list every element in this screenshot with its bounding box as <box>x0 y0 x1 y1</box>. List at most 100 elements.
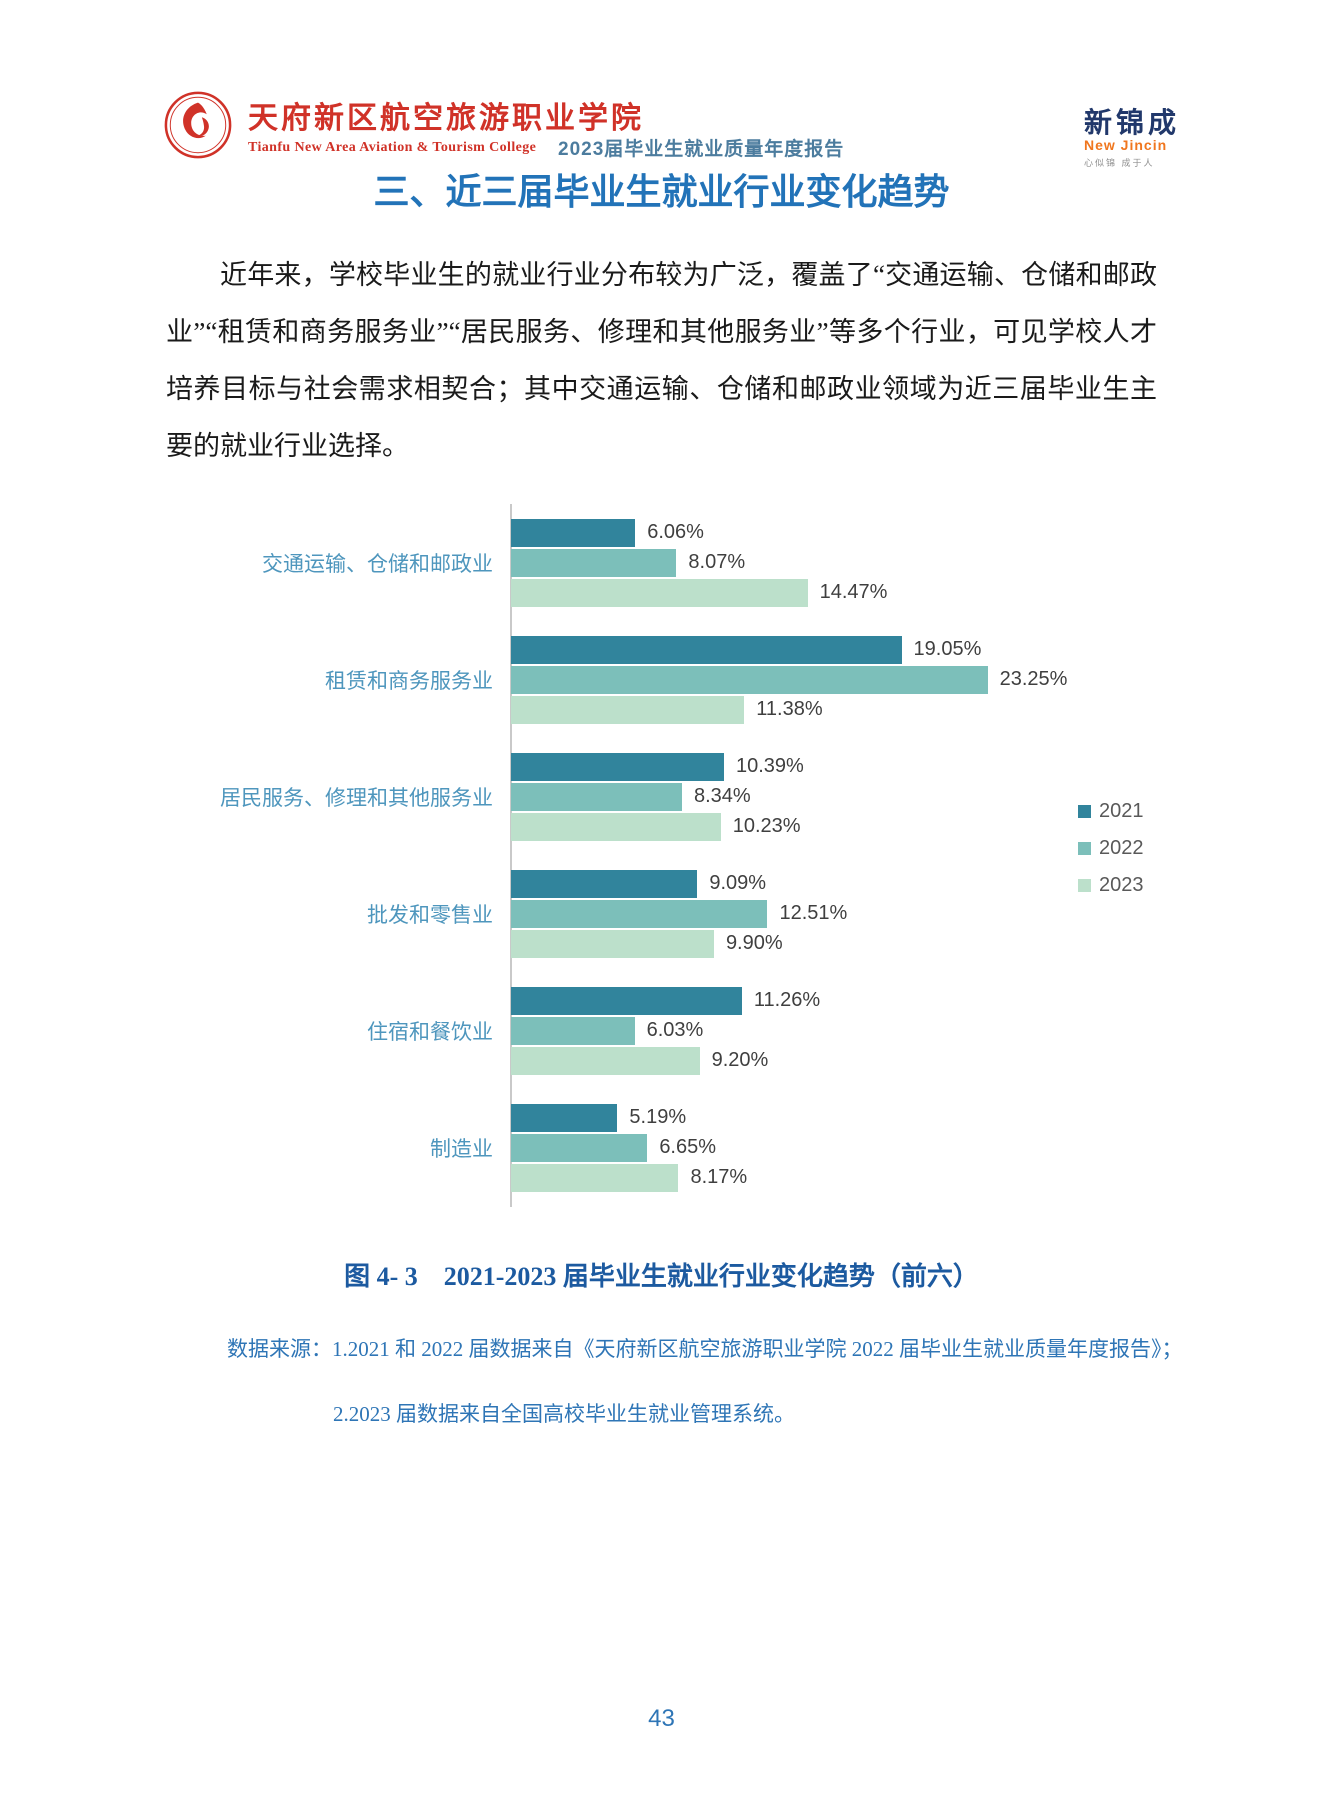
chart-category-group: 居民服务、修理和其他服务业 10.39% 8.34% 10.23% <box>0 738 1323 855</box>
chart-category-label: 制造业 <box>430 1136 493 1161</box>
chart-bar-2022 <box>511 1016 635 1045</box>
figure-caption: 图 4- 3 2021-2023 届毕业生就业行业变化趋势（前六） <box>344 1262 979 1291</box>
chart-bar-2022 <box>511 899 768 928</box>
brand-name-zh: 新锦成 <box>1084 107 1181 138</box>
chart-bar-2021 <box>511 752 724 781</box>
chart-bar-row: 8.07% <box>511 548 887 577</box>
chart-category-label: 租赁和商务服务业 <box>325 668 493 693</box>
page-number: 43 <box>648 1705 675 1732</box>
legend-item-2021: 2021 <box>1078 799 1144 822</box>
legend-label: 2023 <box>1099 873 1144 896</box>
legend-label: 2022 <box>1099 836 1144 859</box>
chart-bar-stack: 5.19% 6.65% 8.17% <box>511 1103 748 1192</box>
chart-bar-value: 23.25% <box>999 668 1068 690</box>
chart-bar-2023 <box>511 695 745 724</box>
chart-bar-value: 11.38% <box>756 698 823 720</box>
chart-bar-2023 <box>511 1163 679 1192</box>
section-paragraph: 近年来，学校毕业生的就业行业分布较为广泛，覆盖了“交通运输、仓储和邮政业”“租赁… <box>166 260 1157 461</box>
chart-bar-value: 6.65% <box>659 1136 717 1158</box>
brand-slogan: 心似锦 成于人 <box>1084 158 1155 168</box>
school-name-en: Tianfu New Area Aviation & Tourism Colle… <box>248 140 537 155</box>
chart-bar-row: 9.09% <box>511 869 847 898</box>
section-heading: 三、近三届毕业生就业行业变化趋势 <box>373 172 950 212</box>
chart-bar-value: 8.34% <box>693 785 751 807</box>
chart-bar-row: 6.65% <box>511 1133 747 1162</box>
chart-bar-row: 8.34% <box>511 782 804 811</box>
brand-logo-block: 新锦成 New Jincin 心似锦 成于人 <box>1084 108 1180 169</box>
chart-legend: 2021 2022 2023 <box>1078 799 1144 913</box>
chart-bar-row: 9.90% <box>511 929 847 958</box>
bar-chart: 交通运输、仓储和邮政业 6.06% 8.07% 14.47% 租赁和商务服务业 19.05… <box>0 504 1323 1206</box>
school-name-zh: 天府新区航空旅游职业学院 <box>248 102 644 135</box>
chart-bar-2022 <box>511 782 682 811</box>
chart-bar-row: 9.20% <box>511 1046 820 1075</box>
chart-bar-value: 6.03% <box>646 1019 704 1041</box>
school-name-block: 天府新区航空旅游职业学院 Tianfu New Area Aviation & … <box>248 102 644 156</box>
chart-bar-value: 8.07% <box>688 551 746 573</box>
chart-bar-2022 <box>511 1133 648 1162</box>
chart-bar-value: 9.20% <box>711 1049 769 1071</box>
chart-bar-row: 6.03% <box>511 1016 820 1045</box>
chart-bar-row: 6.06% <box>511 518 887 547</box>
legend-swatch-icon <box>1078 804 1091 818</box>
chart-bar-stack: 11.26% 6.03% 9.20% <box>511 986 821 1075</box>
chart-bar-row: 11.38% <box>511 695 1067 724</box>
chart-bar-row: 23.25% <box>511 665 1068 694</box>
brand-name-en: New Jincin <box>1084 137 1168 153</box>
chart-category-label: 住宿和餐饮业 <box>367 1019 493 1044</box>
chart-bar-value: 11.26% <box>753 989 821 1011</box>
chart-category-group: 租赁和商务服务业 19.05% 23.25% 11.38% <box>0 621 1323 738</box>
school-logo-icon <box>164 91 232 159</box>
chart-bar-row: 14.47% <box>511 578 888 607</box>
report-header-title: 2023届毕业生就业质量年度报告 <box>558 139 845 160</box>
chart-bar-value: 6.06% <box>647 521 704 543</box>
chart-bar-2021 <box>511 1103 618 1132</box>
chart-bar-stack: 19.05% 23.25% 11.38% <box>511 635 1068 724</box>
chart-bar-2022 <box>511 665 988 694</box>
chart-y-axis-line <box>510 504 512 1207</box>
chart-category-label: 居民服务、修理和其他服务业 <box>220 785 493 810</box>
chart-category-group: 住宿和餐饮业 11.26% 6.03% 9.20% <box>0 972 1323 1089</box>
chart-bar-row: 12.51% <box>511 899 848 928</box>
chart-bar-row: 10.39% <box>511 752 804 781</box>
chart-bar-value: 9.90% <box>725 932 783 954</box>
chart-bar-2023 <box>511 929 714 958</box>
chart-bar-value: 10.39% <box>735 755 804 777</box>
chart-bar-stack: 10.39% 8.34% 10.23% <box>511 752 804 841</box>
data-source-line-2: 2.2023 届数据来自全国高校毕业生就业管理系统。 <box>333 1402 795 1426</box>
chart-bar-2021 <box>511 986 742 1015</box>
chart-bar-value: 19.05% <box>913 638 982 660</box>
legend-swatch-icon <box>1078 878 1091 892</box>
legend-item-2023: 2023 <box>1078 873 1144 896</box>
chart-category-label: 批发和零售业 <box>367 902 493 927</box>
chart-bar-stack: 9.09% 12.51% 9.90% <box>511 869 848 958</box>
chart-bar-2023 <box>511 578 808 607</box>
chart-category-label: 交通运输、仓储和邮政业 <box>262 551 493 576</box>
chart-bar-2023 <box>511 1046 700 1075</box>
chart-bar-row: 8.17% <box>511 1163 748 1192</box>
chart-category-group: 交通运输、仓储和邮政业 6.06% 8.07% 14.47% <box>0 504 1323 621</box>
chart-bar-value: 12.51% <box>779 902 848 924</box>
chart-bar-row: 5.19% <box>511 1103 747 1132</box>
data-source-line-1: 数据来源：1.2021 和 2022 届数据来自《天府新区航空旅游职业学院 20… <box>227 1337 1183 1361</box>
chart-bar-stack: 6.06% 8.07% 14.47% <box>511 518 888 607</box>
legend-swatch-icon <box>1078 841 1091 855</box>
chart-bar-value: 10.23% <box>732 815 801 837</box>
chart-bar-row: 19.05% <box>511 635 1067 664</box>
chart-category-group: 制造业 5.19% 6.65% 8.17% <box>0 1089 1323 1206</box>
chart-bar-2021 <box>511 869 698 898</box>
chart-bar-2021 <box>511 635 902 664</box>
chart-bar-value: 14.47% <box>819 581 888 603</box>
chart-category-group: 批发和零售业 9.09% 12.51% 9.90% <box>0 855 1323 972</box>
chart-bar-2022 <box>511 548 677 577</box>
chart-bar-row: 11.26% <box>511 986 821 1015</box>
chart-bar-2023 <box>511 812 721 841</box>
legend-label: 2021 <box>1099 799 1144 822</box>
chart-bar-value: 5.19% <box>629 1106 687 1128</box>
chart-bar-row: 10.23% <box>511 812 804 841</box>
chart-bar-value: 8.17% <box>690 1166 748 1188</box>
chart-bar-value: 9.09% <box>709 872 767 894</box>
legend-item-2022: 2022 <box>1078 836 1144 859</box>
chart-bar-2021 <box>511 518 636 547</box>
